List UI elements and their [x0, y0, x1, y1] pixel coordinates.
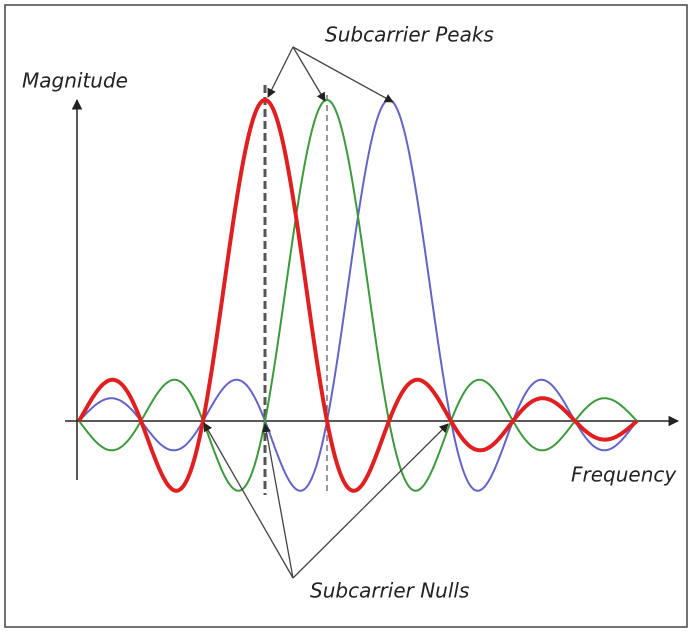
frame — [4, 4, 688, 628]
subcarriers — [77, 97, 639, 493]
pointer — [292, 46, 394, 103]
subcarrier-curve — [78, 98, 638, 492]
peaks-label: Subcarrier Peaks — [325, 23, 494, 47]
pointer — [203, 422, 294, 579]
subcarrier-curve — [78, 98, 638, 492]
nulls-label: Subcarrier Nulls — [310, 579, 469, 603]
pointer — [267, 46, 294, 98]
subcarrier-curve — [77, 97, 639, 493]
pointer — [292, 46, 326, 102]
frequency-label: Frequency — [571, 463, 677, 487]
pointer — [261, 423, 294, 579]
magnitude-label: Magnitude — [22, 69, 128, 93]
pointer — [292, 423, 449, 579]
